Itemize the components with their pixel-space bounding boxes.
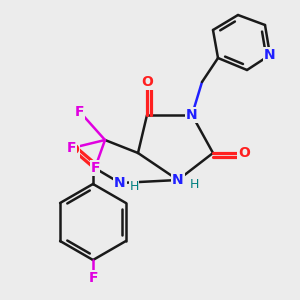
Text: H: H: [129, 179, 139, 193]
Text: F: F: [67, 141, 77, 155]
Text: N: N: [186, 108, 198, 122]
Text: F: F: [75, 105, 85, 119]
Text: F: F: [90, 161, 100, 175]
Text: O: O: [238, 146, 250, 160]
Text: O: O: [141, 75, 153, 89]
Text: N: N: [114, 176, 126, 190]
Text: F: F: [88, 271, 98, 285]
Text: O: O: [67, 143, 79, 157]
Text: H: H: [189, 178, 199, 190]
Text: N: N: [264, 48, 276, 62]
Text: N: N: [172, 173, 184, 187]
